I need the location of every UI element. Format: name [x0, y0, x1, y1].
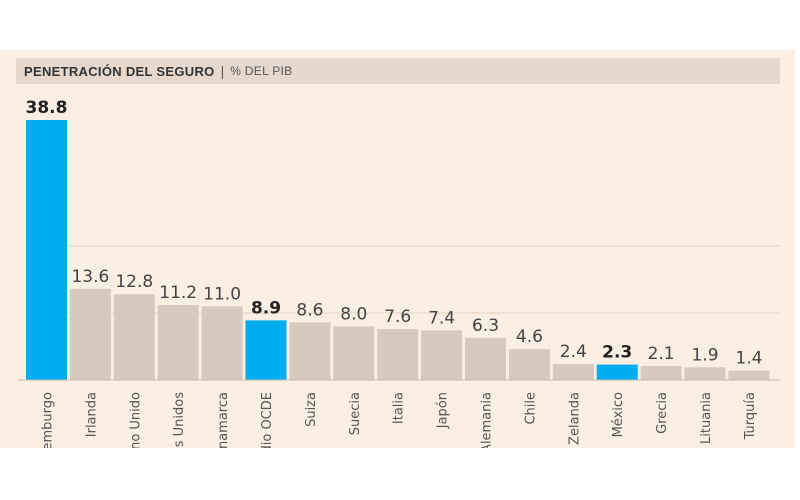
bar — [289, 322, 331, 380]
bar — [333, 326, 375, 380]
chart-panel: PENETRACIÓN DEL SEGURO | % DEL PIB 38.8 L… — [0, 50, 795, 448]
bar — [508, 349, 550, 380]
category-label: Japón — [436, 392, 451, 429]
category-label: Lituania — [699, 392, 714, 444]
value-label: 1.4 — [735, 349, 762, 369]
bar — [113, 294, 155, 380]
value-label: 11.0 — [203, 284, 241, 304]
value-label: 13.6 — [71, 267, 109, 287]
chart-title-bar: PENETRACIÓN DEL SEGURO | % DEL PIB — [16, 58, 780, 84]
value-label: 2.1 — [648, 344, 675, 364]
bar — [201, 306, 243, 380]
category-label: Luxemburgo — [41, 392, 56, 448]
bar — [69, 288, 111, 380]
value-label: 2.4 — [560, 342, 587, 362]
value-label: 8.9 — [251, 298, 281, 318]
bar-chart: 38.8 Luxemburgo 13.6 Irlanda 12.8 Reino Unido… — [18, 98, 780, 448]
bar — [465, 337, 506, 380]
category-label: Dinamarca — [216, 392, 231, 448]
category-label: México — [611, 392, 626, 437]
value-label: 8.6 — [296, 300, 323, 320]
bar — [684, 367, 726, 380]
value-label: 4.6 — [516, 327, 543, 347]
category-label: Grecia — [655, 392, 670, 434]
value-label: 1.9 — [691, 345, 718, 365]
category-label: Suiza — [304, 392, 319, 427]
category-label: Turquía — [743, 392, 758, 440]
chart-subtitle: % DEL PIB — [230, 64, 293, 78]
bar — [245, 320, 287, 380]
value-label: 8.0 — [340, 304, 367, 324]
category-label: Estados Unidos — [172, 392, 187, 448]
category-label: Promedio OCDE — [260, 392, 275, 448]
value-label: 38.8 — [26, 98, 68, 118]
category-label: Alemania — [480, 392, 495, 448]
title-separator: | — [220, 63, 225, 79]
category-label: Nueva Zelanda — [567, 392, 582, 448]
category-label: Irlanda — [84, 392, 99, 437]
value-label: 6.3 — [472, 316, 499, 336]
bar — [596, 364, 638, 380]
chart-title: PENETRACIÓN DEL SEGURO — [24, 63, 215, 79]
value-label: 2.3 — [602, 343, 632, 363]
value-label: 7.4 — [428, 308, 455, 328]
value-label: 7.6 — [384, 307, 411, 327]
category-label: Italia — [392, 392, 407, 424]
category-label: Reino Unido — [128, 392, 143, 448]
bar — [552, 363, 594, 380]
bar — [640, 365, 682, 380]
bar — [377, 329, 419, 380]
category-label: Chile — [523, 392, 538, 425]
value-label: 12.8 — [115, 272, 153, 292]
category-label: Suecia — [348, 392, 363, 435]
bar — [157, 304, 199, 380]
value-label: 11.2 — [159, 283, 197, 303]
bar — [26, 120, 67, 380]
bar — [728, 370, 770, 380]
bar — [421, 330, 463, 380]
